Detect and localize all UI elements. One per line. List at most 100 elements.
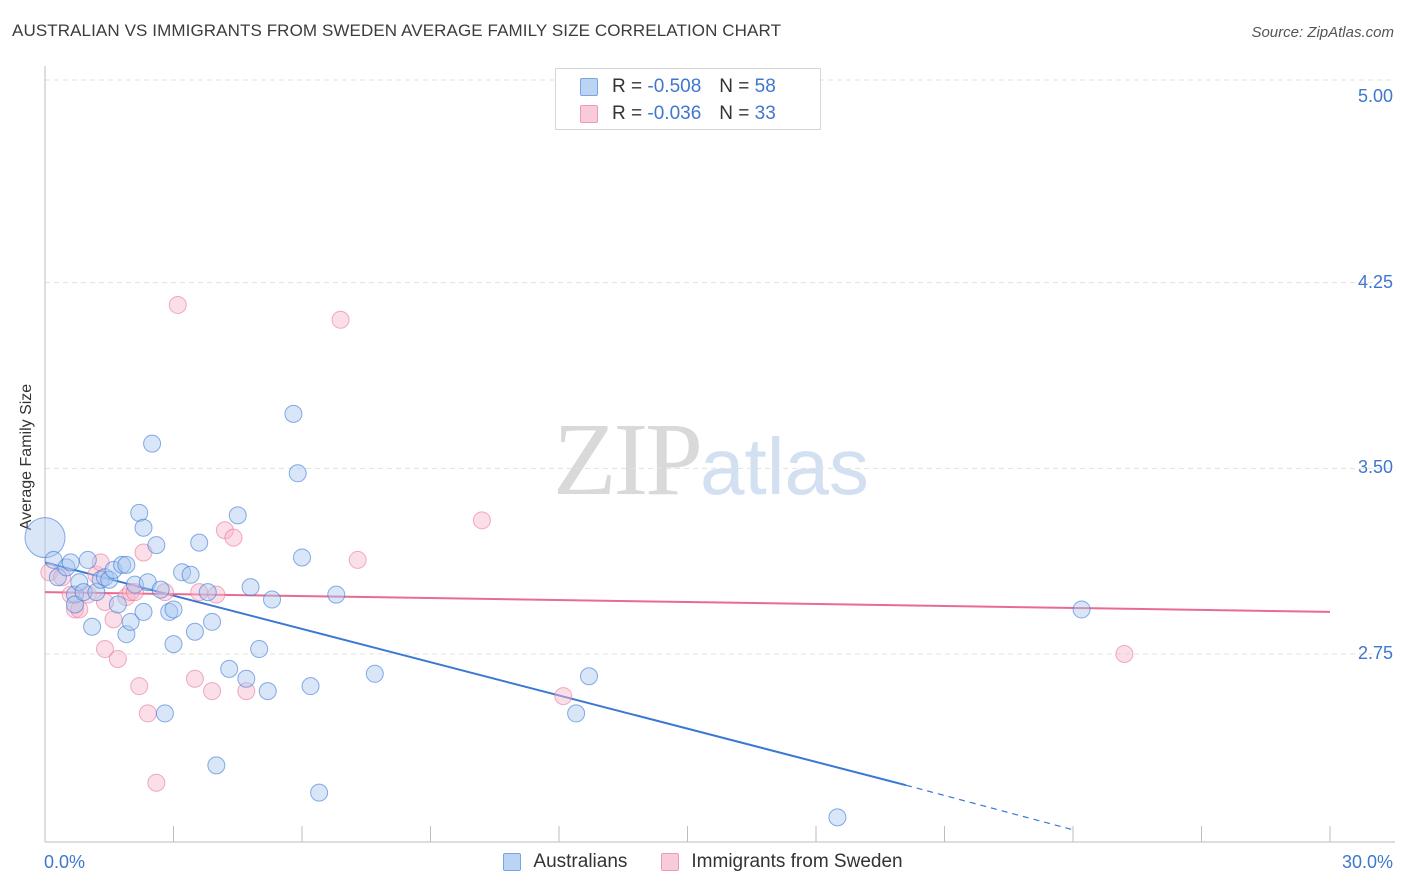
legend-row-sweden: R = -0.036 N = 33 — [580, 102, 776, 126]
point-australians — [1072, 600, 1091, 619]
legend-swatch-blue — [503, 853, 522, 871]
point-australians — [100, 570, 119, 589]
point-australians — [203, 612, 222, 631]
point-australians — [365, 664, 384, 683]
trend-line-australians — [44, 561, 907, 787]
y-tick-label: 3.50 — [1357, 457, 1393, 478]
point-sweden — [130, 677, 149, 696]
y-tick-label: 2.75 — [1357, 643, 1393, 663]
point-australians — [65, 595, 84, 614]
legend-label-australians: Australians — [533, 851, 628, 872]
point-australians — [241, 578, 260, 597]
series-legend: Australians Immigrants from Sweden — [0, 851, 1406, 873]
legend-item-australians[interactable]: Australians — [503, 851, 627, 873]
point-australians — [185, 622, 204, 641]
point-australians — [78, 550, 97, 569]
legend-swatch-pink — [580, 105, 598, 123]
y-tick-label: 5.00 — [1357, 86, 1393, 106]
point-australians — [24, 517, 66, 559]
trend-line-australians-extension — [905, 784, 1074, 831]
trend-lines — [44, 561, 1331, 831]
point-australians — [70, 573, 89, 592]
point-sweden — [65, 600, 84, 619]
point-sweden — [168, 295, 187, 314]
legend-n-value: 58 — [754, 76, 776, 97]
legend-row-australians: R = -0.508 N = 58 — [580, 75, 776, 99]
point-australians — [828, 808, 847, 827]
point-australians — [164, 635, 183, 654]
point-australians — [108, 595, 127, 614]
axes — [44, 66, 1395, 843]
point-australians — [207, 756, 226, 775]
point-australians — [263, 590, 282, 609]
point-australians — [83, 617, 102, 636]
y-tick-label: 4.25 — [1357, 271, 1393, 292]
point-australians — [61, 553, 80, 572]
source-credit: Source: ZipAtlas.com — [1251, 24, 1394, 41]
point-sweden — [108, 649, 127, 668]
point-sweden — [104, 610, 123, 629]
point-australians — [567, 704, 586, 723]
point-australians — [151, 580, 170, 599]
point-sweden — [1115, 645, 1134, 663]
point-australians — [288, 464, 307, 483]
point-sweden — [185, 669, 204, 688]
legend-r-label: R = — [612, 76, 643, 97]
point-sweden — [53, 568, 72, 587]
point-australians — [228, 506, 247, 525]
point-australians — [143, 434, 162, 453]
legend-r-label: R = — [612, 103, 643, 124]
legend-n-label: N = — [719, 103, 750, 124]
data-points — [24, 295, 1134, 827]
point-australians — [155, 704, 174, 723]
point-australians — [164, 600, 183, 619]
point-sweden — [554, 687, 573, 706]
legend-label-sweden: Immigrants from Sweden — [691, 851, 903, 872]
legend-swatch-blue — [580, 78, 598, 96]
legend-n-label: N = — [719, 76, 750, 97]
point-australians — [130, 503, 149, 522]
point-australians — [134, 518, 153, 537]
point-australians — [284, 404, 303, 423]
point-sweden — [203, 682, 222, 701]
point-sweden — [138, 704, 157, 723]
legend-n-value: 33 — [754, 103, 776, 124]
point-sweden — [348, 550, 367, 569]
point-sweden — [472, 511, 491, 530]
x-tick-label-min: 0.0% — [44, 852, 86, 872]
point-australians — [250, 640, 269, 659]
trend-line-sweden — [44, 591, 1331, 613]
point-australians — [579, 667, 598, 686]
legend-r-value: -0.508 — [647, 76, 702, 97]
point-sweden — [147, 773, 166, 792]
point-sweden — [125, 583, 144, 602]
point-australians — [134, 602, 153, 621]
point-australians — [113, 555, 132, 574]
point-australians — [310, 783, 329, 802]
legend-swatch-pink — [661, 853, 680, 871]
point-australians — [117, 555, 136, 574]
point-australians — [327, 585, 346, 604]
point-australians — [258, 682, 277, 701]
point-australians — [301, 677, 320, 696]
legend-r-value: -0.036 — [647, 103, 702, 124]
point-australians — [220, 659, 239, 678]
point-sweden — [224, 528, 243, 547]
x-tick-label-max: 30.0% — [1341, 852, 1393, 872]
point-australians — [74, 583, 93, 602]
correlation-legend: R = -0.508 N = 58 R = -0.036 N = 33 — [555, 68, 821, 130]
grid-lines — [45, 79, 1395, 655]
point-australians — [121, 612, 140, 631]
chart-title: AUSTRALIAN VS IMMIGRANTS FROM SWEDEN AVE… — [12, 21, 782, 40]
point-australians — [190, 533, 209, 552]
legend-item-sweden[interactable]: Immigrants from Sweden — [661, 851, 903, 873]
point-sweden — [331, 310, 350, 329]
point-australians — [237, 669, 256, 688]
point-sweden — [237, 682, 256, 701]
point-australians — [147, 536, 166, 555]
point-australians — [181, 565, 200, 584]
point-australians — [293, 548, 311, 567]
point-sweden — [95, 640, 114, 659]
point-australians — [198, 583, 217, 602]
